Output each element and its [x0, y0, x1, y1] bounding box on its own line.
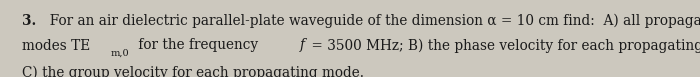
Text: = 3500 MHz; B) the phase velocity for each propagating mode;: = 3500 MHz; B) the phase velocity for ea… [307, 38, 700, 53]
Text: f: f [300, 38, 305, 53]
Text: m,0: m,0 [111, 49, 129, 58]
Text: for the frequency: for the frequency [134, 38, 263, 53]
Text: For an air dielectric parallel-plate waveguide of the dimension α = 10 cm find: : For an air dielectric parallel-plate wav… [41, 14, 700, 28]
Text: C) the group velocity for each propagating mode.: C) the group velocity for each propagati… [22, 65, 365, 77]
Text: 3.: 3. [22, 14, 36, 28]
Text: modes TE: modes TE [22, 38, 91, 53]
